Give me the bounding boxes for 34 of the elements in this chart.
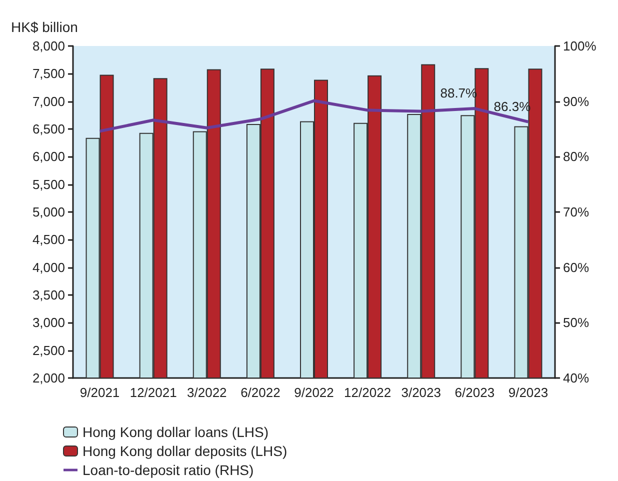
y-tick-label: 3,000 — [32, 315, 65, 330]
y-tick-label: 8,000 — [32, 38, 65, 54]
x-tick-label: 6/2023 — [454, 385, 495, 400]
y-tick-label: 4,000 — [32, 260, 65, 275]
legend-label: Hong Kong dollar deposits (LHS) — [82, 443, 288, 459]
legend-label: Hong Kong dollar loans (LHS) — [82, 424, 268, 440]
y-tick-label: 2,500 — [32, 342, 65, 358]
y2-tick-label: 80% — [563, 149, 590, 164]
x-tick-label: 3/2023 — [401, 385, 441, 400]
y2-tick-label: 60% — [563, 260, 590, 275]
y2-tick-label: 70% — [563, 204, 590, 220]
y-tick-label: 5,000 — [32, 204, 65, 220]
y2-tick-label: 90% — [563, 94, 590, 109]
legend-label: Loan-to-deposit ratio (RHS) — [82, 462, 254, 478]
y-tick-label: 7,500 — [32, 66, 65, 82]
y2-tick-label: 40% — [563, 370, 590, 386]
y-tick-label: 6,000 — [32, 149, 65, 164]
y2-tick-label: 50% — [563, 315, 590, 330]
y-tick-label: 2,000 — [32, 370, 65, 386]
x-tick-label: 9/2021 — [80, 385, 120, 400]
y-tick-label: 7,000 — [32, 94, 65, 109]
x-tick-label: 3/2022 — [187, 385, 227, 400]
y-tick-label: 5,500 — [32, 176, 65, 192]
y-tick-label: 3,500 — [32, 288, 65, 302]
y-tick-label: 6,500 — [32, 122, 65, 136]
line-series — [98, 99, 530, 133]
x-tick-label: 9/2023 — [508, 385, 548, 400]
x-tick-label: 12/2021 — [130, 385, 177, 400]
y-tick-label: 4,500 — [32, 232, 65, 248]
x-tick-label: 9/2022 — [294, 385, 334, 400]
x-tick-label: 6/2022 — [240, 385, 280, 400]
x-tick-label: 12/2022 — [344, 385, 392, 400]
y-axis-title: HK$ billion — [11, 19, 78, 35]
y2-tick-label: 100% — [563, 38, 597, 54]
